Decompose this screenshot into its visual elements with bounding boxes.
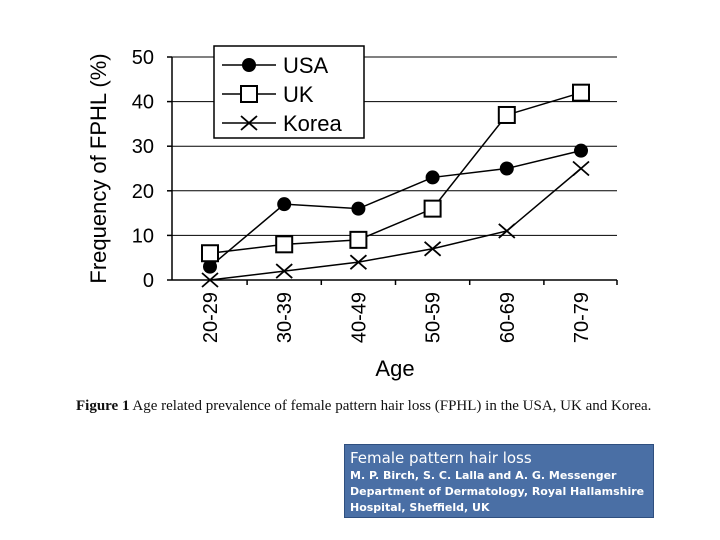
series-line-usa: [209, 149, 582, 268]
x-tick-label: 60-69: [497, 292, 519, 343]
line-chart: 0 10 20 30 40 50 20-29 30-39 40-49 50-59 60-69 70-…: [86, 45, 618, 381]
y-tick-label: 30: [132, 136, 154, 158]
data-point-korea: [424, 241, 442, 257]
data-point-korea: [572, 160, 590, 177]
x-tick-label: 40-49: [348, 292, 370, 343]
data-point-uk: [349, 230, 368, 249]
x-tick-label: 20-29: [200, 292, 222, 343]
data-point-uk: [572, 83, 590, 102]
legend-label-usa: USA: [283, 53, 329, 78]
y-tick-label: 40: [132, 92, 154, 114]
legend-label-uk: UK: [283, 82, 314, 107]
x-axis-label: Age: [375, 356, 414, 381]
data-point-usa: [574, 143, 588, 158]
series-korea: [201, 160, 590, 288]
series-layer: [201, 83, 590, 288]
y-tick-label: 20: [132, 181, 154, 203]
data-point-usa: [425, 170, 440, 185]
legend: USA UK Korea: [213, 45, 365, 139]
reference-authors: M. P. Birch, S. C. Lalla and A. G. Messe…: [350, 469, 617, 482]
reference-affiliation: Department of Dermatology, Royal Hallams…: [350, 485, 645, 514]
data-point-uk: [497, 105, 516, 124]
x-tick-label: 70-79: [571, 292, 593, 343]
series-usa: [203, 143, 588, 274]
series-uk: [201, 83, 590, 263]
legend-marker-korea: [240, 115, 258, 131]
data-point-usa: [277, 197, 292, 212]
data-point-usa: [351, 201, 366, 216]
data-point-uk: [275, 235, 294, 254]
data-point-uk: [201, 244, 219, 263]
figure-caption: Figure 1 Age related prevalence of femal…: [76, 398, 656, 415]
data-point-korea: [275, 263, 293, 279]
series-line-korea: [209, 167, 582, 281]
reference-box: Female pattern hair loss M. P. Birch, S.…: [344, 444, 654, 518]
legend-marker-uk: [240, 85, 258, 103]
y-tick-labels: 0 10 20 30 40 50: [132, 47, 154, 292]
series-line-uk: [209, 91, 582, 254]
legend-marker-usa: [242, 58, 256, 72]
y-tick-label: 50: [132, 47, 154, 69]
y-axis-label: Frequency of FPHL (%): [86, 53, 111, 283]
data-point-uk: [423, 199, 442, 218]
y-tick-label: 0: [143, 270, 154, 292]
data-point-usa: [499, 161, 514, 176]
x-tick-labels: 20-29 30-39 40-49 50-59 60-69 70-79: [200, 292, 593, 343]
data-point-korea: [201, 272, 219, 288]
figure-caption-text: Age related prevalence of female pattern…: [132, 398, 652, 414]
data-point-usa: [203, 259, 217, 274]
y-tick-label: 10: [132, 225, 154, 247]
data-point-korea: [349, 254, 367, 270]
legend-label-korea: Korea: [283, 111, 342, 136]
x-tick-label: 30-39: [274, 292, 296, 343]
x-tick-label: 50-59: [423, 292, 445, 343]
data-point-korea: [498, 223, 516, 239]
figure-label: Figure 1: [76, 398, 130, 414]
reference-title: Female pattern hair loss: [350, 449, 532, 467]
